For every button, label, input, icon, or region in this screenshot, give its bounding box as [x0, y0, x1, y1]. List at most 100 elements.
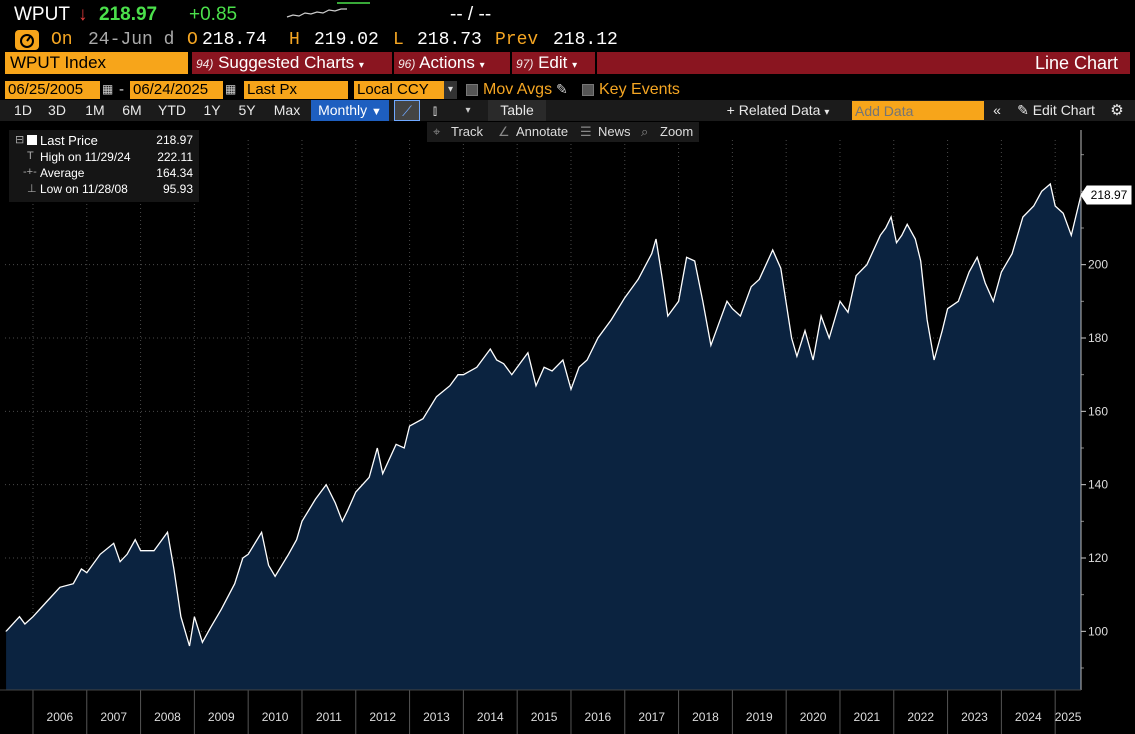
x-tick-label: 2008 — [154, 710, 181, 724]
currency-select[interactable]: Local CCY — [354, 81, 448, 99]
legend-label: Last Price — [40, 133, 98, 148]
field-select[interactable]: Last Px — [244, 81, 348, 99]
edit-chart-button[interactable]: ✎ Edit Chart — [1010, 100, 1102, 121]
price-line — [5, 182, 1082, 647]
gear-icon[interactable]: ⚙ — [1110, 102, 1124, 119]
range-1y[interactable]: 1Y — [203, 102, 221, 118]
bid-ask: -- / -- — [450, 4, 492, 25]
zoom-tool[interactable]: Zoom — [660, 124, 694, 139]
actions-label: Actions — [419, 53, 475, 72]
x-tick-label: 2014 — [477, 710, 504, 724]
x-tick-label: 2019 — [746, 710, 773, 724]
ticker[interactable]: WPUT — [14, 4, 70, 25]
sparkline-line — [286, 8, 347, 18]
actions-number: 96) — [398, 57, 416, 71]
key-events-checkbox[interactable] — [582, 84, 594, 96]
annotate-icon: ∠ — [498, 124, 510, 139]
quote-header: WPUT ↓ 218.97 +0.85 -- / -- — [0, 0, 1135, 30]
edit-menu[interactable]: 97) Edit ▾ — [512, 52, 595, 74]
track-tool[interactable]: Track — [451, 124, 484, 139]
x-tick-label: 2007 — [100, 710, 127, 724]
chevron-down-icon: ▾ — [479, 60, 485, 71]
end-date-input[interactable]: 06/24/2025 — [130, 81, 223, 99]
legend-row-high: T High on 11/29/24 222.11 — [9, 150, 199, 166]
start-date-input[interactable]: 06/25/2005 — [5, 81, 100, 99]
x-tick-label: 2013 — [423, 710, 450, 724]
legend-expand-icon[interactable]: ⊟ — [15, 134, 25, 146]
chevron-down-icon: ▾ — [824, 107, 830, 118]
chart-plot — [5, 182, 1082, 690]
related-data-menu[interactable]: + Related Data ▾ — [716, 100, 840, 121]
table-button[interactable]: Table — [488, 100, 546, 121]
gauge-icon — [15, 30, 39, 50]
low-label: L — [393, 30, 404, 50]
mov-avgs-checkbox[interactable] — [466, 84, 478, 96]
last-price-marker: 218.97 — [1080, 185, 1132, 205]
zoom-icon: ⌕ — [641, 124, 649, 139]
legend-label: High on 11/29/24 — [40, 150, 131, 164]
x-tick-label: 2023 — [961, 710, 988, 724]
low-marker-icon: ⊥ — [27, 183, 37, 195]
high-label: H — [289, 30, 300, 50]
command-bar: WPUT Index 94) Suggested Charts ▾ 96) Ac… — [0, 51, 1135, 75]
collapse-icon[interactable]: « — [993, 102, 1001, 118]
calendar-icon[interactable]: ▦ — [102, 82, 114, 96]
news-tool[interactable]: News — [598, 124, 631, 139]
range-1d[interactable]: 1D — [14, 102, 32, 118]
pencil-icon[interactable]: ✎ — [556, 81, 568, 97]
sparkline-icon — [286, 2, 370, 18]
area-fill — [6, 184, 1081, 690]
y-tick-label: 100 — [1088, 624, 1108, 638]
quote-details: On 24-Jun d O 218.74 H 219.02 L 218.73 P… — [0, 29, 1135, 51]
legend-label: Average — [40, 166, 85, 180]
range-max[interactable]: Max — [273, 102, 301, 118]
x-tick-label: 2015 — [531, 710, 558, 724]
annotate-tool[interactable]: Annotate — [516, 124, 569, 139]
x-tick-label: 2012 — [369, 710, 396, 724]
legend-value: 95.93 — [162, 182, 193, 196]
last-price-label: 218.97 — [1091, 188, 1128, 202]
last-price: 218.97 — [99, 4, 158, 25]
edit-label: Edit — [538, 53, 568, 72]
line-chart-icon[interactable]: ⟋ — [394, 100, 420, 121]
legend-swatch — [27, 135, 37, 145]
chart-tools: ⌖ Track ∠ Annotate ☰ News ⌕ Zoom — [427, 122, 699, 142]
legend-row-low: ⊥ Low on 11/28/08 95.93 — [9, 182, 199, 198]
legend-value: 218.97 — [156, 133, 193, 147]
bar-chart-icon[interactable]: ⫾ — [432, 102, 438, 118]
high-marker-icon: T — [27, 150, 34, 162]
key-events-label[interactable]: Key Events — [599, 81, 680, 98]
legend-row-last-price[interactable]: ⊟ Last Price 218.97 — [9, 133, 199, 149]
range-3d[interactable]: 3D — [48, 102, 66, 118]
security-field[interactable]: WPUT Index — [5, 52, 188, 74]
last-price-box — [1080, 185, 1132, 205]
down-arrow-icon: ↓ — [78, 4, 88, 25]
x-tick-label: 2018 — [692, 710, 719, 724]
range-ytd[interactable]: YTD — [158, 102, 186, 118]
chart-legend: ⊟ Last Price 218.97 T High on 11/29/24 2… — [9, 130, 199, 202]
suggested-label: Suggested Charts — [218, 53, 355, 72]
crosshair-icon: ⌖ — [433, 124, 441, 139]
range-6m[interactable]: 6M — [122, 102, 142, 118]
open-value: 218.74 — [202, 30, 267, 50]
calendar-icon[interactable]: ▦ — [225, 82, 237, 96]
mov-avgs-label[interactable]: Mov Avgs — [483, 81, 553, 98]
actions-menu[interactable]: 96) Actions ▾ — [394, 52, 510, 74]
x-tick-label: 2020 — [800, 710, 827, 724]
x-tick-label: 2010 — [262, 710, 289, 724]
add-data-input[interactable] — [852, 101, 984, 120]
range-5y[interactable]: 5Y — [238, 102, 256, 118]
date-separator: - — [119, 81, 124, 98]
chevron-down-icon[interactable]: ▾ — [465, 105, 471, 116]
period-select[interactable]: Monthly ▼ — [311, 100, 389, 121]
suggested-charts-menu[interactable]: 94) Suggested Charts ▾ — [192, 52, 392, 74]
prev-label: Prev — [495, 30, 539, 50]
chevron-down-icon[interactable]: ▾ — [444, 81, 457, 99]
legend-label: Low on 11/28/08 — [40, 182, 128, 196]
news-icon: ☰ — [580, 124, 592, 139]
range-1m[interactable]: 1M — [85, 102, 105, 118]
x-tick-label: 2006 — [47, 710, 74, 724]
y-tick-label: 120 — [1088, 551, 1108, 565]
legend-row-average: -+- Average 164.34 — [9, 166, 199, 182]
